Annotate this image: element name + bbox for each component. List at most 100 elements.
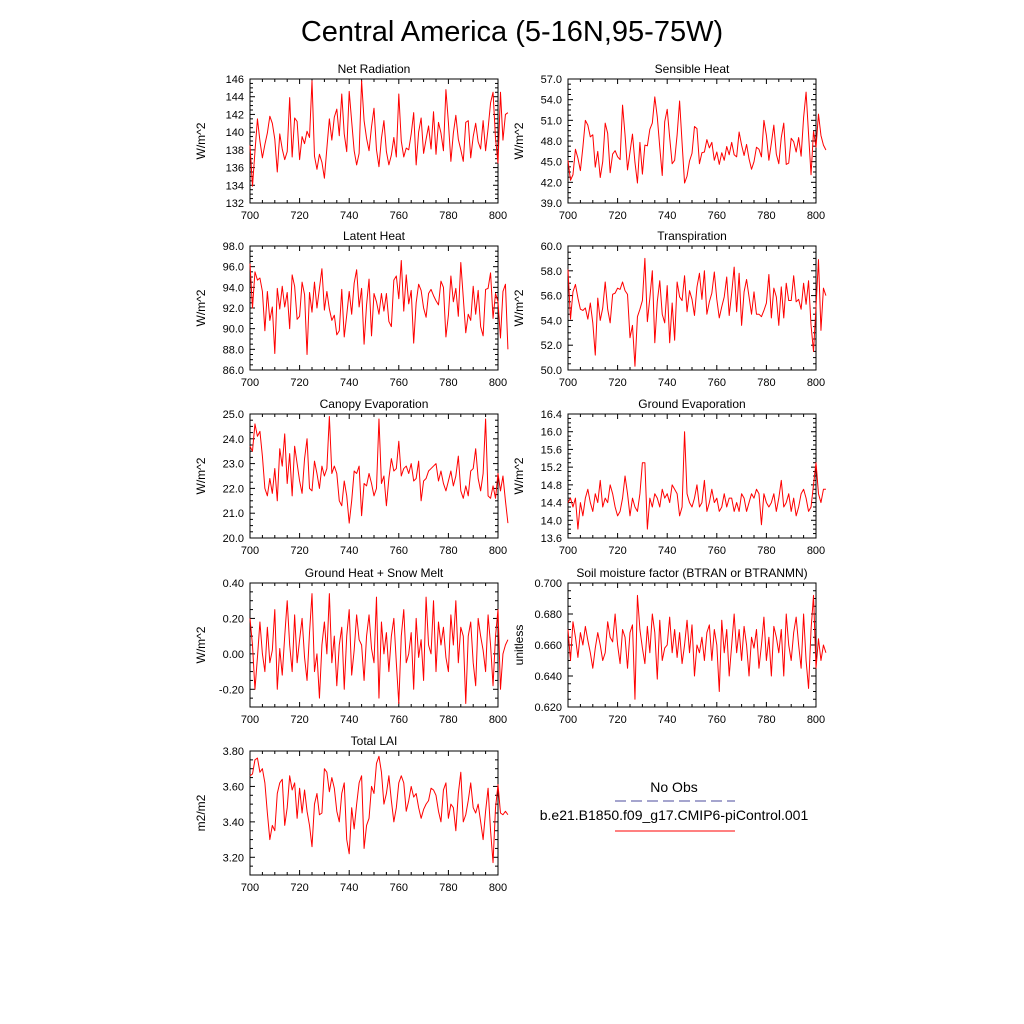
x-tick-label: 700 <box>559 210 577 222</box>
y-tick-label: 96.0 <box>223 262 244 274</box>
panel-8: Soil moisture factor (BTRAN or BTRANMN) u… <box>512 566 827 726</box>
x-tick-label: 780 <box>757 210 775 222</box>
x-tick-label: 720 <box>290 377 308 389</box>
x-tick-label: 720 <box>608 545 626 557</box>
y-axis-label: m2/m2 <box>194 794 208 831</box>
y-tick-label: 39.0 <box>541 198 562 210</box>
panel-title: Ground Evaporation <box>638 397 745 411</box>
y-tick-label: 0.00 <box>223 649 244 661</box>
x-tick-label: 720 <box>290 714 308 726</box>
x-tick-label: 700 <box>241 882 259 894</box>
panel-title: Transpiration <box>657 229 727 243</box>
y-tick-label: 51.0 <box>541 115 562 127</box>
y-tick-label: 25.0 <box>223 409 244 421</box>
legend-obs-label: No Obs <box>650 779 697 795</box>
y-tick-label: 88.0 <box>223 344 244 356</box>
y-tick-label: 136 <box>226 163 244 175</box>
series-line <box>249 755 509 864</box>
y-tick-label: -0.20 <box>219 684 244 696</box>
y-tick-label: 21.0 <box>223 508 244 520</box>
y-tick-label: 3.20 <box>223 852 244 864</box>
y-tick-label: 0.660 <box>534 640 562 652</box>
y-tick-label: 15.2 <box>541 462 562 474</box>
y-tick-label: 138 <box>226 145 244 157</box>
y-tick-label: 3.80 <box>223 746 244 758</box>
y-tick-label: 0.700 <box>534 578 562 590</box>
panel-title: Latent Heat <box>343 229 406 243</box>
y-tick-label: 86.0 <box>223 365 244 377</box>
y-tick-label: 0.620 <box>534 702 562 714</box>
y-axis-label: W/m^2 <box>512 122 526 159</box>
y-axis-label: W/m^2 <box>194 457 208 494</box>
x-tick-label: 740 <box>658 545 676 557</box>
series-line <box>567 257 827 367</box>
y-tick-label: 16.0 <box>541 427 562 439</box>
x-tick-label: 800 <box>807 714 825 726</box>
legend: No Obs b.e21.B1850.f09_g17.CMIP6-piContr… <box>540 779 809 832</box>
panel-title: Total LAI <box>351 734 398 748</box>
plot-frame <box>249 750 499 876</box>
x-tick-label: 780 <box>757 714 775 726</box>
y-tick-label: 98.0 <box>223 241 244 253</box>
x-tick-label: 780 <box>439 714 457 726</box>
series-line <box>249 259 509 355</box>
y-tick-label: 22.0 <box>223 483 244 495</box>
y-axis-label: W/m^2 <box>512 289 526 326</box>
y-tick-label: 52.0 <box>541 340 562 352</box>
y-tick-label: 3.60 <box>223 781 244 793</box>
y-tick-label: 140 <box>226 127 244 139</box>
y-tick-label: 146 <box>226 74 244 86</box>
panel-1: Net Radiation W/m^2 700 720 740 760 780 800 132 1… <box>194 62 509 222</box>
series-line <box>567 91 827 184</box>
legend-model-label: b.e21.B1850.f09_g17.CMIP6-piControl.001 <box>540 807 809 823</box>
x-tick-label: 800 <box>489 210 507 222</box>
x-tick-label: 720 <box>608 210 626 222</box>
x-tick-label: 740 <box>340 882 358 894</box>
x-tick-label: 760 <box>708 377 726 389</box>
y-tick-label: 56.0 <box>541 291 562 303</box>
y-tick-label: 23.0 <box>223 459 244 471</box>
x-tick-label: 720 <box>608 377 626 389</box>
panel-title: Soil moisture factor (BTRAN or BTRANMN) <box>576 566 807 580</box>
y-tick-label: 92.0 <box>223 303 244 315</box>
plot-frame <box>567 413 817 539</box>
panels: Net Radiation W/m^2 700 720 740 760 780 800 132 1… <box>194 62 827 894</box>
y-axis-label: unitless <box>512 625 526 666</box>
series-line <box>249 593 509 704</box>
x-tick-label: 760 <box>708 210 726 222</box>
y-tick-label: 54.0 <box>541 95 562 107</box>
y-tick-label: 14.8 <box>541 480 562 492</box>
y-tick-label: 58.0 <box>541 266 562 278</box>
y-tick-label: 50.0 <box>541 365 562 377</box>
y-axis-label: W/m^2 <box>194 626 208 663</box>
x-tick-label: 700 <box>559 545 577 557</box>
x-tick-label: 760 <box>390 545 408 557</box>
y-tick-label: 20.0 <box>223 533 244 545</box>
y-tick-label: 14.4 <box>541 498 562 510</box>
y-tick-label: 57.0 <box>541 74 562 86</box>
x-tick-label: 760 <box>708 714 726 726</box>
panel-title: Sensible Heat <box>655 62 730 76</box>
x-tick-label: 700 <box>241 210 259 222</box>
x-tick-label: 720 <box>290 545 308 557</box>
x-tick-label: 700 <box>559 714 577 726</box>
plot-frame <box>567 582 817 708</box>
y-axis-label: W/m^2 <box>194 289 208 326</box>
panel-7: Ground Heat + Snow Melt W/m^2 700 720 740 760… <box>194 566 509 726</box>
x-tick-label: 800 <box>489 545 507 557</box>
y-tick-label: 0.680 <box>534 609 562 621</box>
x-tick-label: 720 <box>290 210 308 222</box>
panel-9: Total LAI m2/m2 700 720 740 760 780 800 3.20 3.40… <box>194 734 509 894</box>
x-tick-label: 760 <box>390 714 408 726</box>
y-tick-label: 48.0 <box>541 136 562 148</box>
x-tick-label: 780 <box>439 882 457 894</box>
x-tick-label: 700 <box>241 377 259 389</box>
y-tick-label: 42.0 <box>541 177 562 189</box>
y-tick-label: 45.0 <box>541 157 562 169</box>
series-line <box>567 431 826 530</box>
y-axis-label: W/m^2 <box>512 457 526 494</box>
panel-title: Ground Heat + Snow Melt <box>305 566 444 580</box>
x-tick-label: 800 <box>807 545 825 557</box>
x-tick-label: 800 <box>489 714 507 726</box>
x-tick-label: 740 <box>340 210 358 222</box>
